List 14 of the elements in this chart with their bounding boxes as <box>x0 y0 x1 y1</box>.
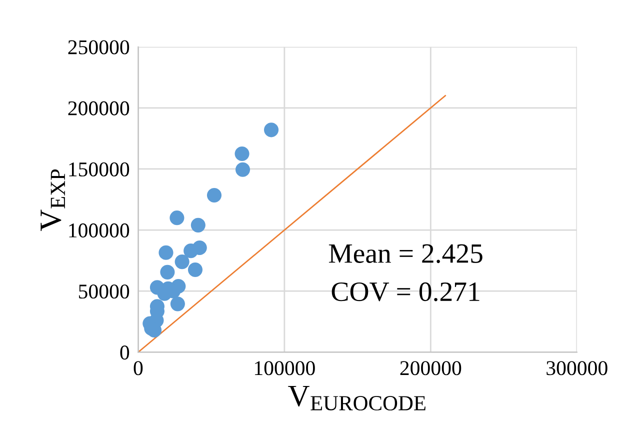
x-tick-label: 100000 <box>255 361 315 376</box>
x-tick-label: 300000 <box>546 361 608 376</box>
annotation: Mean = 2.425 <box>328 244 482 264</box>
x-tick-label: 0 <box>134 361 143 376</box>
x-tick-label: 200000 <box>400 361 462 376</box>
y-tick-label: 0 <box>120 346 130 360</box>
y-tick-label: 250000 <box>68 40 130 54</box>
y-tick-label: 150000 <box>69 162 130 176</box>
y-axis-title: V$_{EXP}$ <box>40 169 65 231</box>
x-axis-title: V$_{EUROCODE}$ <box>288 386 426 410</box>
annotation: COV = 0.271 <box>332 282 480 302</box>
y-tick-label: 50000 <box>79 284 130 299</box>
y-tick-label: 200000 <box>68 101 130 116</box>
y-tick-label: 100000 <box>69 223 130 238</box>
